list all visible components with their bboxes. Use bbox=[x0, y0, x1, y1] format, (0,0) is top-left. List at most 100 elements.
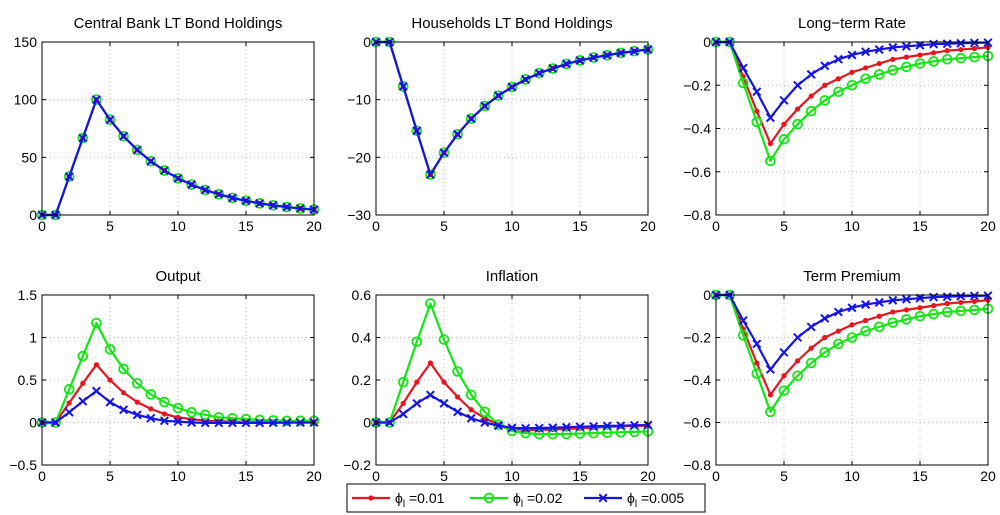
y-tick-label: 0.5 bbox=[18, 372, 38, 388]
data-point bbox=[808, 345, 814, 351]
data-point bbox=[66, 400, 72, 406]
data-point bbox=[822, 82, 828, 88]
legend-entry-3: ϕl =0.005 bbox=[584, 490, 684, 510]
data-point bbox=[268, 418, 278, 428]
data-point bbox=[873, 69, 885, 80]
x-tick-label: 0 bbox=[712, 218, 720, 234]
subplot-title: Inflation bbox=[486, 268, 539, 285]
data-point bbox=[452, 128, 463, 140]
legend-marker bbox=[598, 493, 608, 503]
legend-marker bbox=[368, 495, 374, 501]
x-tick-label: 10 bbox=[504, 218, 520, 234]
data-point bbox=[241, 418, 251, 428]
y-tick-label: 0.6 bbox=[352, 287, 372, 303]
y-tick-label: −0.6 bbox=[683, 415, 711, 431]
data-point bbox=[438, 334, 450, 345]
x-tick-label: 20 bbox=[306, 468, 322, 484]
data-point bbox=[765, 364, 775, 374]
data-point bbox=[548, 423, 558, 433]
data-point bbox=[172, 402, 184, 414]
data-point bbox=[942, 292, 952, 302]
data-point bbox=[958, 46, 964, 53]
subplot-3: 0 5 10 15 20 −0.8 −0.6 −0.4 −0.2 0 Long−term Rate bbox=[683, 15, 996, 234]
data-point bbox=[751, 368, 763, 379]
data-point bbox=[104, 114, 116, 126]
data-point bbox=[132, 410, 142, 420]
data-point bbox=[575, 55, 585, 65]
data-point bbox=[589, 53, 599, 63]
y-tick-label: −0.6 bbox=[683, 164, 711, 180]
data-point bbox=[901, 314, 912, 325]
data-point bbox=[971, 298, 978, 304]
data-point bbox=[873, 321, 885, 333]
data-point bbox=[890, 309, 896, 315]
data-point bbox=[903, 54, 910, 60]
data-point bbox=[833, 54, 843, 64]
data-point bbox=[295, 418, 305, 428]
legend-label: ϕl =0.01 bbox=[395, 490, 445, 510]
data-point bbox=[159, 166, 169, 176]
data-point bbox=[737, 330, 749, 341]
data-point bbox=[254, 414, 265, 426]
legend-entry-1: ϕl =0.01 bbox=[352, 490, 445, 510]
data-point bbox=[466, 413, 476, 423]
data-point bbox=[754, 360, 760, 366]
data-point bbox=[186, 406, 197, 418]
y-tick-label: 0 bbox=[29, 207, 37, 223]
data-point bbox=[438, 147, 450, 159]
data-point bbox=[119, 405, 129, 415]
data-point bbox=[425, 170, 435, 180]
data-point bbox=[955, 305, 967, 317]
data-point bbox=[173, 417, 183, 427]
y-tick-label: 100 bbox=[14, 92, 38, 108]
data-point bbox=[507, 82, 517, 92]
data-point bbox=[561, 428, 572, 440]
data-point bbox=[411, 125, 423, 137]
data-point bbox=[186, 179, 197, 190]
data-point bbox=[941, 306, 953, 318]
data-point bbox=[863, 317, 869, 324]
data-point bbox=[441, 379, 447, 385]
subplot-title: Term Premium bbox=[803, 268, 901, 285]
x-tick-label: 10 bbox=[170, 468, 186, 484]
data-point bbox=[131, 378, 143, 389]
data-point bbox=[833, 338, 844, 350]
data-point bbox=[411, 336, 423, 348]
data-point bbox=[213, 188, 225, 200]
data-point bbox=[51, 417, 61, 428]
data-point bbox=[466, 114, 476, 124]
subplot-title: Output bbox=[155, 268, 201, 285]
x-tick-label: 5 bbox=[440, 468, 448, 484]
data-point bbox=[534, 68, 544, 78]
data-point bbox=[187, 417, 197, 428]
data-point bbox=[765, 406, 776, 418]
data-point bbox=[820, 61, 830, 71]
data-point bbox=[901, 294, 911, 304]
data-point bbox=[63, 171, 75, 182]
data-point bbox=[956, 291, 966, 301]
data-point bbox=[941, 53, 953, 65]
data-point bbox=[629, 420, 639, 430]
x-tick-label: 20 bbox=[640, 218, 656, 234]
data-point bbox=[282, 418, 292, 428]
data-point bbox=[931, 303, 937, 309]
data-point bbox=[971, 45, 978, 52]
data-point bbox=[468, 407, 474, 413]
data-point bbox=[255, 418, 265, 428]
data-point bbox=[833, 307, 843, 317]
data-point bbox=[214, 418, 224, 428]
data-point bbox=[779, 347, 789, 357]
data-point bbox=[134, 399, 140, 405]
data-point bbox=[91, 94, 102, 105]
data-point bbox=[159, 416, 169, 426]
x-tick-label: 10 bbox=[170, 218, 186, 234]
data-point bbox=[425, 169, 436, 180]
data-point bbox=[901, 61, 912, 73]
y-tick-label: 0 bbox=[363, 415, 371, 431]
y-tick-label: 150 bbox=[14, 34, 38, 50]
data-point bbox=[846, 332, 858, 343]
data-point bbox=[860, 73, 871, 85]
data-point bbox=[589, 421, 599, 431]
data-point bbox=[493, 91, 503, 101]
y-tick-label: 0 bbox=[703, 34, 711, 50]
